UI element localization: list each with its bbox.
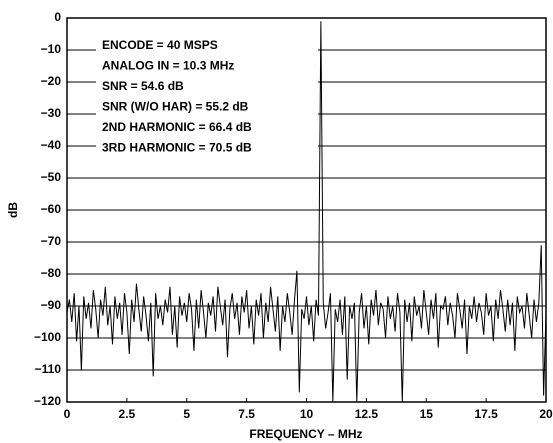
annotation: 2ND HARMONIC = 66.4 dB: [102, 120, 252, 134]
x-tick-label: 20: [539, 407, 553, 421]
y-tick-label: −30: [41, 106, 62, 120]
y-tick-label: −50: [41, 170, 62, 184]
y-tick-label: −110: [35, 362, 62, 376]
y-tick-label: −90: [41, 298, 62, 312]
x-tick-label: 10: [300, 407, 314, 421]
y-tick-label: 0: [54, 10, 61, 24]
y-tick-label: −100: [34, 330, 61, 344]
y-axis-label: dB: [6, 202, 20, 218]
annotation: 3RD HARMONIC = 70.5 dB: [102, 141, 252, 155]
y-tick-label: −20: [41, 74, 62, 88]
spectrum-line: [66, 21, 547, 403]
y-tick-label: −70: [41, 234, 62, 248]
y-tick-label: −120: [34, 394, 61, 408]
y-tick-label: −60: [41, 202, 62, 216]
y-tick-label: −40: [41, 138, 62, 152]
x-tick-label: 0: [64, 407, 71, 421]
x-tick-label: 7.5: [238, 407, 255, 421]
x-tick-label: 17.5: [474, 407, 498, 421]
plot-frame: [66, 17, 547, 403]
x-axis-label: FREQUENCY – MHz: [249, 427, 362, 441]
y-tick-label: −10: [41, 42, 62, 56]
annotation: SNR (W/O HAR) = 55.2 dB: [102, 100, 249, 114]
annotation: ENCODE = 40 MSPS: [102, 38, 218, 52]
annotation-box: [96, 34, 318, 158]
x-tick-label: 12.5: [355, 407, 379, 421]
x-tick-label: 2.5: [119, 407, 136, 421]
y-tick-label: −80: [41, 266, 62, 280]
annotation: SNR = 54.6 dB: [102, 79, 184, 93]
x-tick-label: 5: [183, 407, 190, 421]
annotation: ANALOG IN = 10.3 MHz: [102, 59, 234, 73]
x-tick-label: 15: [420, 407, 434, 421]
